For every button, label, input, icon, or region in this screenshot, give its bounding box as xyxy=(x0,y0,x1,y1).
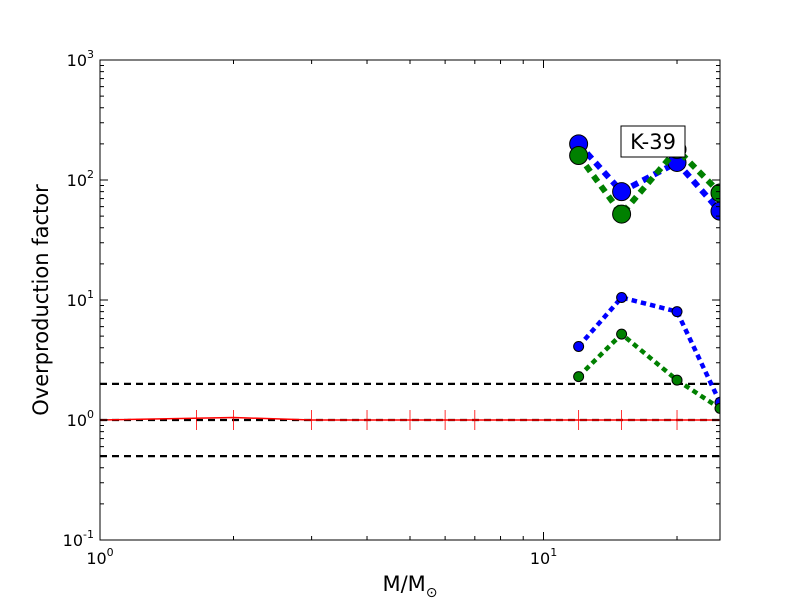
series-layer xyxy=(100,134,720,430)
tick-exponent: 2 xyxy=(87,168,94,181)
data-point xyxy=(612,182,632,202)
series-line xyxy=(576,144,720,219)
annotation-label: K-39 xyxy=(630,130,676,154)
series-4 xyxy=(573,328,720,414)
series-0 xyxy=(100,410,720,430)
data-point xyxy=(569,146,589,166)
data-point xyxy=(616,291,628,303)
series-3 xyxy=(573,291,720,408)
tick-exponent: 1 xyxy=(87,288,94,301)
data-point xyxy=(710,183,720,203)
data-point xyxy=(612,204,632,224)
x-axis-label: M/M⊙ xyxy=(382,572,437,600)
tick-exponent: 0 xyxy=(107,546,114,559)
tick-exponent: 1 xyxy=(550,546,557,559)
tick-exponent: 0 xyxy=(87,408,94,421)
series-line xyxy=(576,141,720,214)
tick-exponent: 3 xyxy=(87,48,94,61)
x-tick-label: 101 xyxy=(530,546,557,568)
tick-base: 10 xyxy=(63,531,83,550)
data-point xyxy=(671,374,683,386)
x-axis-label-subscript: ⊙ xyxy=(426,585,438,600)
tick-base: 10 xyxy=(67,291,87,310)
y-tick-label: 100 xyxy=(67,408,94,430)
x-tick-label: 100 xyxy=(86,546,113,568)
y-axis-label: Overproduction factor xyxy=(29,184,53,416)
tick-base: 10 xyxy=(530,549,550,568)
tick-base: 10 xyxy=(67,171,87,190)
tick-base: 10 xyxy=(86,549,106,568)
y-tick-label: 102 xyxy=(67,168,94,190)
data-point xyxy=(671,306,683,318)
x-axis-label-main: M/M xyxy=(382,572,425,596)
data-point xyxy=(573,371,585,383)
series-line xyxy=(100,416,720,421)
data-point xyxy=(714,402,720,414)
data-point xyxy=(573,340,585,352)
tick-base: 10 xyxy=(67,51,87,70)
series-line xyxy=(577,331,720,411)
data-point xyxy=(616,328,628,340)
annotation-box: K-39 xyxy=(620,125,686,158)
y-tick-label: 10-1 xyxy=(63,528,94,550)
tick-exponent: -1 xyxy=(83,528,94,541)
tick-base: 10 xyxy=(67,411,87,430)
y-tick-label: 101 xyxy=(67,288,94,310)
series-line xyxy=(576,294,720,404)
y-tick-label: 103 xyxy=(67,48,94,70)
